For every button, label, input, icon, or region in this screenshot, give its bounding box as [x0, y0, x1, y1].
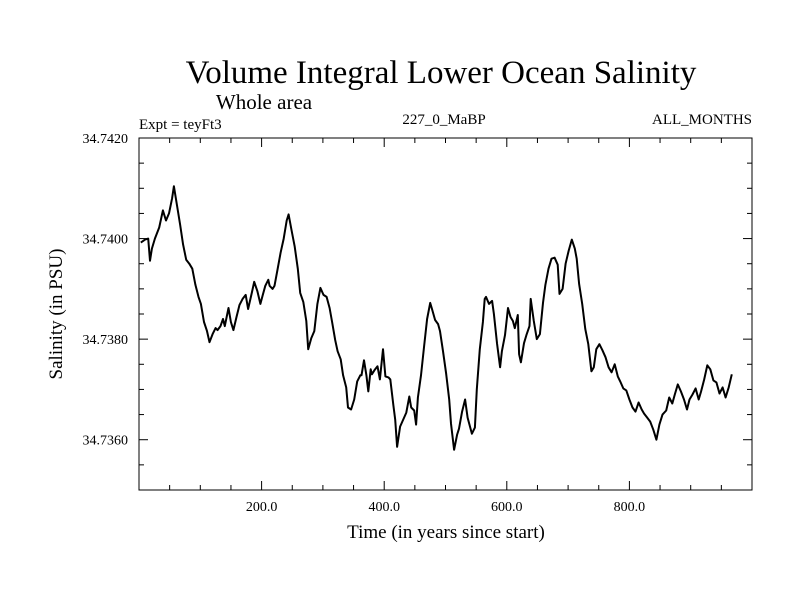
period-annotation: 227_0_MaBP: [402, 112, 485, 128]
y-tick-label: 34.7420: [83, 132, 129, 147]
months-annotation: ALL_MONTHS: [652, 112, 752, 128]
salinity-series-line: [140, 185, 733, 451]
y-tick-label: 34.7360: [83, 434, 129, 449]
y-axis-tick-labels: 34.7360 34.7380 34.7400 34.7420: [83, 132, 129, 449]
y-axis-ticks: [139, 162, 752, 466]
y-tick-label: 34.7400: [83, 233, 129, 248]
x-tick-label: 800.0: [614, 500, 646, 515]
x-axis-label: Time (in years since start): [347, 522, 545, 543]
x-tick-label: 600.0: [491, 500, 523, 515]
plot-frame: [138, 137, 753, 491]
y-tick-label: 34.7380: [83, 333, 129, 348]
chart-subtitle: Whole area: [216, 90, 313, 114]
x-axis-ticks: [169, 138, 722, 490]
x-tick-label: 400.0: [368, 500, 400, 515]
y-axis-label: Salinity (in PSU): [46, 249, 67, 380]
x-tick-label: 200.0: [246, 500, 278, 515]
chart-title: Volume Integral Lower Ocean Salinity: [186, 55, 697, 91]
x-axis-tick-labels: 200.0 400.0 600.0 800.0: [246, 500, 645, 515]
plot-area: 200.0 400.0 600.0 800.0 34.7360 34.7380 34.74…: [83, 132, 753, 515]
experiment-annotation: Expt = teyFt3: [139, 117, 222, 133]
